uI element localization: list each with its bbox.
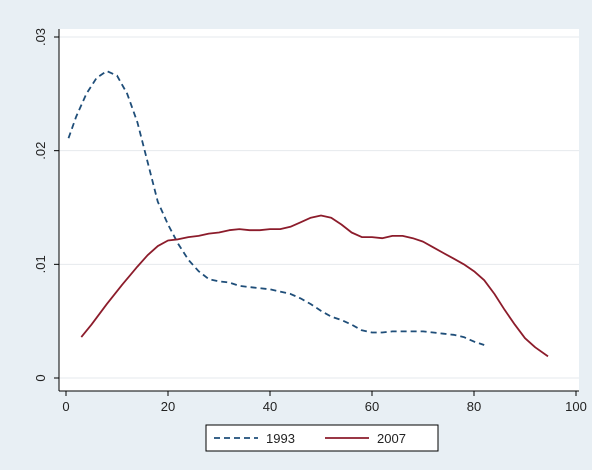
x-tick-label: 60 bbox=[365, 399, 379, 414]
series-line-2007 bbox=[80, 214, 549, 358]
x-tick-label: 40 bbox=[263, 399, 277, 414]
x-tick-label: 100 bbox=[565, 399, 587, 414]
legend-label-2007: 2007 bbox=[377, 431, 406, 446]
legend: 1993 2007 bbox=[205, 424, 439, 452]
grid-lines bbox=[59, 36, 579, 379]
y-tick-label: 0 bbox=[33, 374, 48, 381]
y-tick-label: .01 bbox=[33, 255, 48, 273]
legend-label-1993: 1993 bbox=[266, 431, 295, 446]
x-tick-label: 0 bbox=[62, 399, 69, 414]
series-lines bbox=[67, 70, 549, 358]
axis-ticks: 0 .01 .02 .03 0 20 40 60 80 100 bbox=[33, 28, 587, 414]
y-tick-label: .02 bbox=[33, 142, 48, 160]
x-tick-label: 80 bbox=[467, 399, 481, 414]
plot-area bbox=[59, 29, 579, 391]
series-line-1993 bbox=[67, 70, 485, 346]
x-tick-label: 20 bbox=[161, 399, 175, 414]
y-tick-label: .03 bbox=[33, 28, 48, 46]
